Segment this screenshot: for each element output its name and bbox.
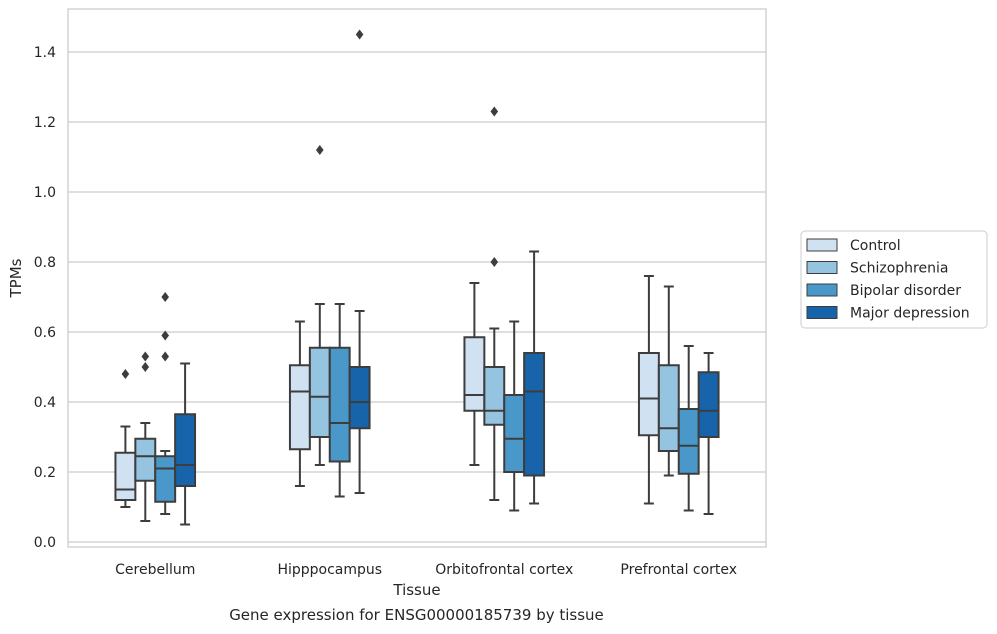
legend-swatch: [806, 283, 838, 297]
box-body: [114, 451, 137, 501]
legend-swatch: [806, 238, 838, 252]
y-tick-label: 1.4: [34, 45, 56, 61]
box-schizophrenia: [483, 106, 506, 501]
box-body: [328, 346, 351, 463]
y-tick-label: 1.0: [34, 185, 56, 201]
x-tick-label: Orbitofrontal cortex: [435, 562, 573, 578]
y-tick-label: 0.8: [34, 255, 56, 271]
outlier-point: [161, 351, 169, 362]
y-tick-label: 0.0: [34, 535, 56, 551]
y-tick-label: 0.2: [34, 465, 56, 481]
boxes: [114, 29, 720, 526]
box-schizophrenia: [134, 351, 157, 522]
box-body: [308, 346, 331, 438]
box-body: [503, 394, 526, 473]
box-body: [657, 364, 680, 452]
x-tick-label: Prefrontal cortex: [620, 562, 737, 578]
box-bipolar-disorder: [677, 345, 700, 512]
x-tick-label: Cerebellum: [115, 562, 195, 578]
legend-label: Major depression: [850, 306, 970, 322]
y-tick-label: 0.4: [34, 395, 56, 411]
legend-frame: [800, 230, 988, 329]
legend-swatch: [806, 261, 838, 274]
box-bipolar-disorder: [503, 320, 526, 512]
y-tick-labels: 0.0 0.2 0.4 0.6 0.8 1.0 1.2 1.4: [34, 45, 56, 551]
box-schizophrenia: [657, 285, 680, 477]
y-axis-label: TPMs: [7, 258, 25, 298]
box-body: [463, 336, 486, 412]
outlier-point: [141, 351, 150, 362]
outlier-point: [161, 292, 169, 302]
box-major-depression: [697, 352, 720, 515]
x-tick-labels: Cerebellum Hipppocampus Orbitofrontal cort…: [115, 562, 737, 578]
legend-label: Bipolar disorder: [850, 283, 961, 299]
box-control: [114, 369, 137, 508]
box-bipolar-disorder: [154, 292, 177, 515]
legend: Control Schizophrenia Bipolar disorder Majo…: [800, 230, 988, 329]
box-body: [174, 413, 197, 487]
x-axis-label: Tissue: [392, 581, 440, 599]
y-tick-label: 0.6: [34, 325, 56, 341]
box-body: [154, 455, 177, 503]
outlier-point: [121, 369, 130, 379]
box-body: [697, 371, 720, 438]
y-tick-label: 1.2: [34, 115, 56, 131]
box-body: [523, 352, 546, 477]
outlier-point: [161, 330, 169, 341]
legend-swatch: [806, 306, 838, 319]
outlier-point: [355, 29, 364, 40]
legend-label: Schizophrenia: [850, 261, 948, 277]
box-major-depression: [523, 250, 546, 505]
chart-caption: Gene expression for ENSG00000185739 by t…: [229, 606, 604, 624]
outlier-point: [490, 257, 499, 267]
outlier-point: [316, 145, 324, 155]
box-major-depression: [174, 362, 197, 526]
outlier-point: [490, 106, 499, 117]
box-control: [288, 320, 311, 487]
x-tick-label: Hipppocampus: [277, 562, 382, 578]
box-body: [677, 408, 700, 475]
box-body: [288, 364, 311, 451]
box-body: [134, 437, 157, 482]
box-body: [483, 366, 506, 426]
box-body: [637, 352, 660, 437]
box-body: [348, 366, 371, 430]
plot-frame: [67, 8, 767, 548]
box-major-depression: [348, 29, 371, 494]
outlier-point: [141, 362, 150, 372]
legend-label: Control: [850, 238, 901, 254]
